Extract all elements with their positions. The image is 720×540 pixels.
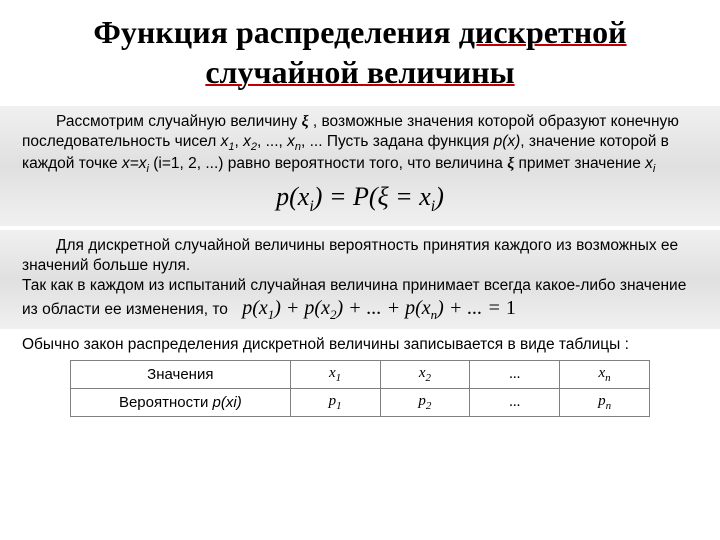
paragraph-2-line1: Для дискретной случайной величины вероят… xyxy=(22,236,698,276)
cell-p1: p1 xyxy=(290,388,380,416)
p1-c2: , ..., xyxy=(257,133,287,150)
title-underline-1: дискретной xyxy=(459,14,627,50)
p1-xn: x xyxy=(287,133,295,150)
paragraph-1: Рассмотрим случайную величину ξ , возмож… xyxy=(22,112,698,176)
cell-x2: x2 xyxy=(380,360,470,388)
cell-dots2: ... xyxy=(470,388,560,416)
cns: n xyxy=(605,372,611,384)
paragraph-band-2: Для дискретной случайной величины вероят… xyxy=(0,230,720,329)
p1-eq: x=x xyxy=(122,155,147,172)
cell-p2: p2 xyxy=(380,388,470,416)
p1-xi: ξ xyxy=(302,113,309,130)
cell-dots1: ... xyxy=(470,360,560,388)
c1s: 1 xyxy=(336,372,342,384)
p1-xf: x xyxy=(645,155,653,172)
p1-sf: i xyxy=(653,163,655,175)
c2s: 2 xyxy=(426,372,432,384)
c1x: x xyxy=(329,365,336,381)
p1-t3: , ... Пусть задана функция xyxy=(301,133,494,150)
formula-1: p(xi) = P(ξ = xi) xyxy=(22,176,698,220)
paragraph-band-1: Рассмотрим случайную величину ξ , возмож… xyxy=(0,106,720,226)
row2-header: Вероятности p(xi) xyxy=(71,388,291,416)
p1-t1: Рассмотрим случайную величину xyxy=(56,113,302,130)
slide-title: Функция распределения дискретной случайн… xyxy=(22,12,698,92)
cell-x1: x1 xyxy=(290,360,380,388)
p1-x2: x xyxy=(243,133,251,150)
p1-t5: (i=1, 2, ...) равно вероятности того, чт… xyxy=(149,155,507,172)
p2x: p xyxy=(418,393,426,409)
p1s: 1 xyxy=(336,400,342,412)
p1-px: p(x) xyxy=(494,133,521,150)
distribution-table: Значения x1 x2 ... xn Вероятности p(xi) … xyxy=(70,360,650,417)
table-row: Значения x1 x2 ... xn xyxy=(71,360,650,388)
paragraph-3: Обычно закон распределения дискретной ве… xyxy=(22,335,698,355)
c2x: x xyxy=(419,365,426,381)
formula-1-content: p(xi) = P(ξ = xi) xyxy=(276,182,444,211)
p1-c1: , xyxy=(234,133,243,150)
pns: n xyxy=(606,400,612,412)
slide-root: Функция распределения дискретной случайн… xyxy=(0,0,720,540)
cell-pn: pn xyxy=(560,388,650,416)
row1-header: Значения xyxy=(71,360,291,388)
p2s: 2 xyxy=(426,400,432,412)
cell-xn: xn xyxy=(560,360,650,388)
table-row: Вероятности p(xi) p1 p2 ... pn xyxy=(71,388,650,416)
paragraph-2-line2: Так как в каждом из испытаний случайная … xyxy=(22,276,698,323)
title-underline-2: случайной величины xyxy=(205,54,514,90)
title-pre: Функция распределения xyxy=(93,14,458,50)
pnx: p xyxy=(598,393,606,409)
formula-2: p(x1) + p(x2) + ... + p(xn) + ... = 1 xyxy=(232,297,516,319)
p1-t6: примет значение xyxy=(514,155,645,172)
p1x: p xyxy=(329,393,337,409)
